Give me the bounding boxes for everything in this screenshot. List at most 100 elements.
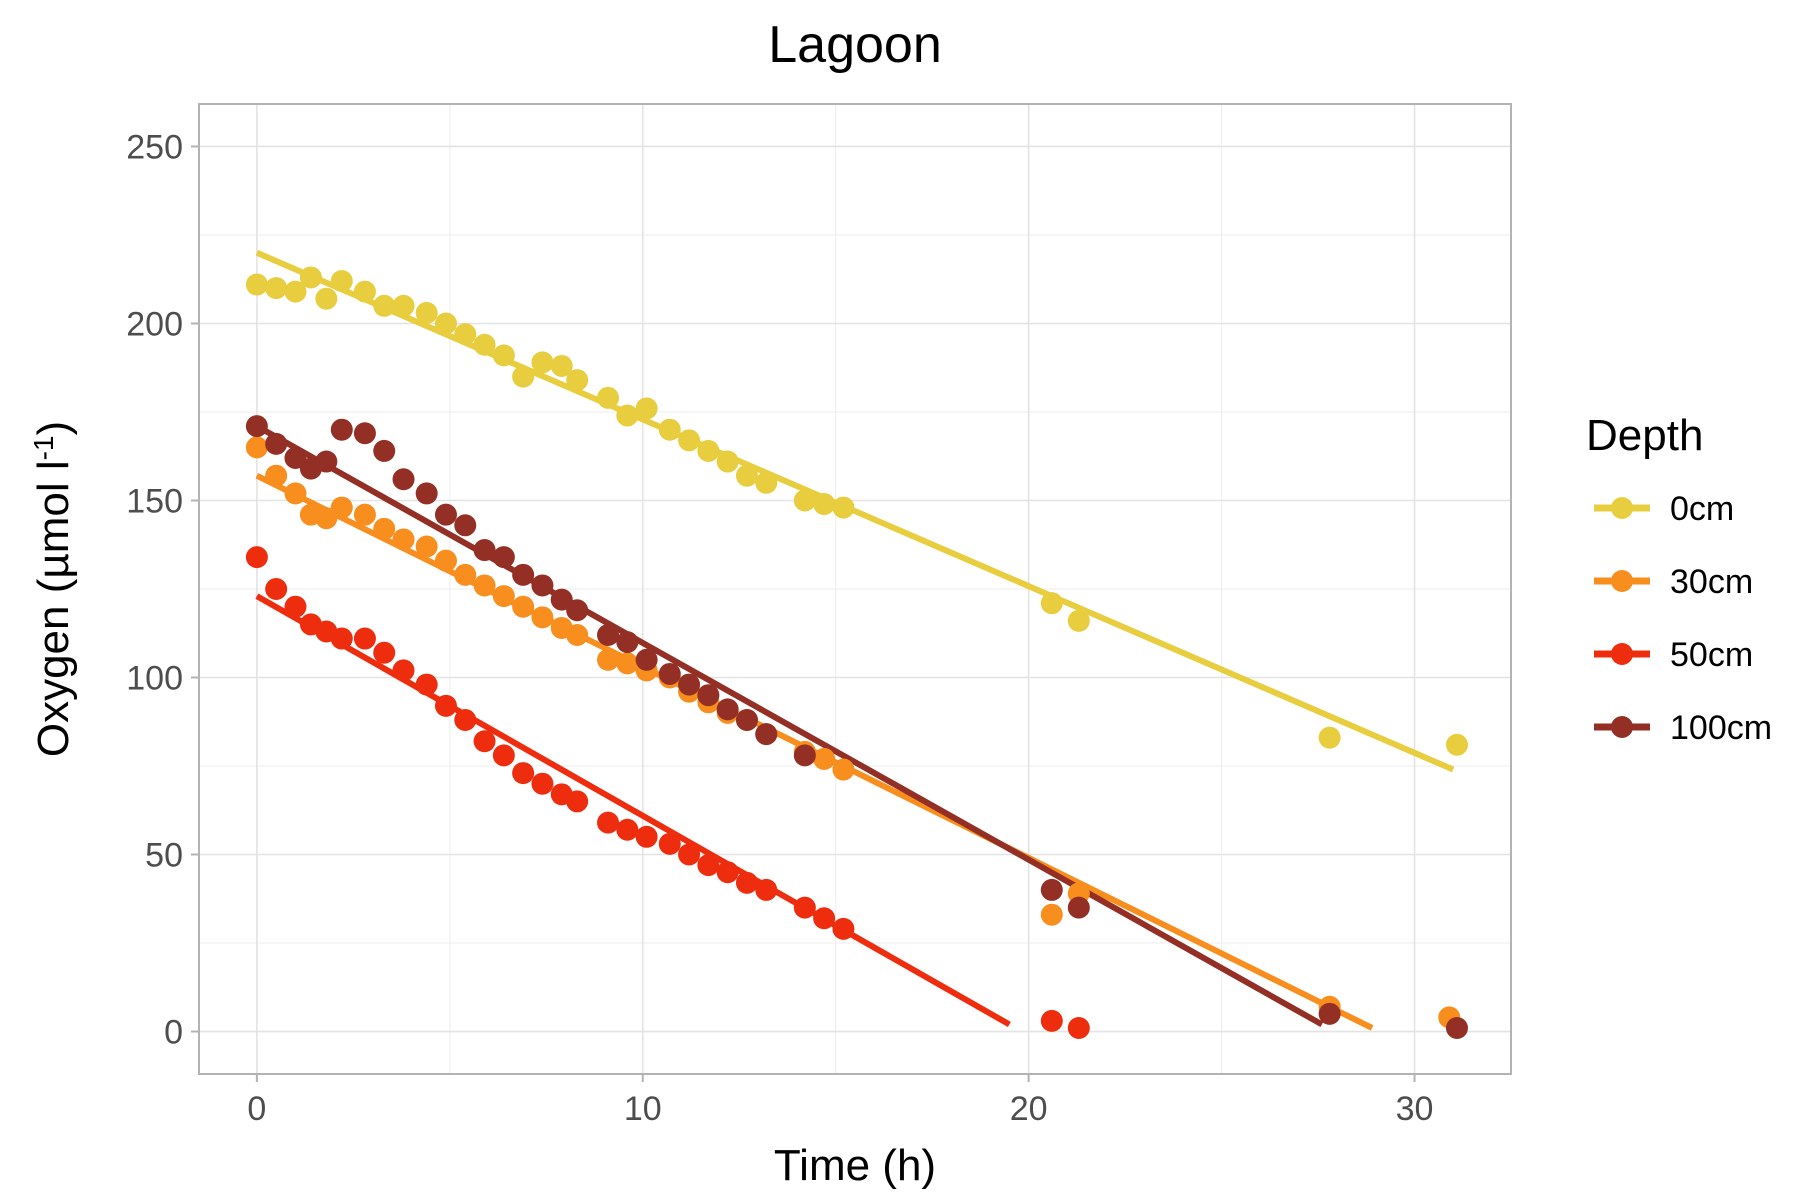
point-100cm xyxy=(284,447,307,470)
point-30cm xyxy=(597,648,620,671)
x-tick-label: 10 xyxy=(624,1090,662,1128)
point-0cm xyxy=(299,266,322,289)
point-30cm xyxy=(531,606,554,629)
y-tick-label: 200 xyxy=(126,305,183,343)
point-0cm xyxy=(832,496,855,519)
point-0cm xyxy=(454,323,477,346)
point-100cm xyxy=(566,599,589,622)
point-100cm xyxy=(597,624,620,647)
x-axis-title: Time (h) xyxy=(774,1141,936,1190)
point-50cm xyxy=(658,832,681,855)
point-0cm xyxy=(1318,726,1341,749)
point-50cm xyxy=(454,708,477,731)
point-0cm xyxy=(716,450,739,473)
point-50cm xyxy=(597,811,620,834)
point-100cm xyxy=(512,563,535,586)
point-50cm xyxy=(531,772,554,795)
legend-key-point xyxy=(1611,497,1633,519)
point-0cm xyxy=(330,270,353,293)
point-100cm xyxy=(245,415,268,438)
point-0cm xyxy=(1067,609,1090,632)
point-0cm xyxy=(392,294,415,317)
point-50cm xyxy=(716,861,739,884)
point-0cm xyxy=(635,397,658,420)
point-0cm xyxy=(415,301,438,324)
point-50cm xyxy=(330,627,353,650)
point-100cm xyxy=(315,450,338,473)
point-0cm xyxy=(1040,592,1063,615)
y-axis-title-superscript: -1 xyxy=(28,435,59,460)
point-30cm xyxy=(832,758,855,781)
point-100cm xyxy=(473,539,496,562)
point-50cm xyxy=(373,641,396,664)
legend-label: 50cm xyxy=(1670,636,1753,674)
y-axis-title: Oxygen (µmol l-1) xyxy=(28,421,79,757)
point-30cm xyxy=(392,528,415,551)
point-50cm xyxy=(434,694,457,717)
point-30cm xyxy=(353,503,376,526)
point-50cm xyxy=(566,790,589,813)
point-0cm xyxy=(597,386,620,409)
point-0cm xyxy=(284,280,307,303)
point-50cm xyxy=(473,730,496,753)
point-30cm xyxy=(454,563,477,586)
y-tick-label: 100 xyxy=(126,660,183,698)
point-30cm xyxy=(245,436,268,459)
point-100cm xyxy=(492,546,515,569)
point-30cm xyxy=(616,652,639,675)
point-50cm xyxy=(832,917,855,940)
point-0cm xyxy=(315,287,338,310)
point-0cm xyxy=(678,429,701,452)
point-100cm xyxy=(531,574,554,597)
point-30cm xyxy=(373,517,396,540)
legend: 0cm 30cm 50cm 100cm xyxy=(1594,490,1772,747)
legend-label: 30cm xyxy=(1670,563,1753,601)
point-0cm xyxy=(473,333,496,356)
y-axis-title-end: ) xyxy=(29,421,78,436)
point-100cm xyxy=(678,673,701,696)
point-0cm xyxy=(265,277,288,300)
fit-line-100cm xyxy=(255,423,1324,1028)
point-0cm xyxy=(1445,733,1468,756)
point-0cm xyxy=(813,493,836,516)
point-30cm xyxy=(813,747,836,770)
x-tick-label: 0 xyxy=(247,1090,266,1128)
point-0cm xyxy=(512,365,535,388)
point-100cm xyxy=(1445,1016,1468,1039)
point-50cm xyxy=(793,896,816,919)
data-points xyxy=(245,266,1468,1039)
point-30cm xyxy=(1040,903,1063,926)
x-tick-label: 30 xyxy=(1396,1090,1434,1128)
point-50cm xyxy=(1067,1016,1090,1039)
point-100cm xyxy=(353,422,376,445)
y-tick-label: 0 xyxy=(164,1014,183,1052)
plot-border xyxy=(198,103,1512,1075)
point-50cm xyxy=(616,818,639,841)
fit-line-50cm xyxy=(255,593,1011,1028)
point-100cm xyxy=(392,468,415,491)
point-100cm xyxy=(658,662,681,685)
point-0cm xyxy=(245,273,268,296)
point-100cm xyxy=(1040,878,1063,901)
point-100cm xyxy=(330,418,353,441)
point-100cm xyxy=(373,439,396,462)
point-100cm xyxy=(697,684,720,707)
legend-title: Depth xyxy=(1586,411,1703,460)
point-100cm xyxy=(1318,1002,1341,1025)
x-tick-label: 20 xyxy=(1010,1090,1048,1128)
point-100cm xyxy=(735,708,758,731)
point-100cm xyxy=(755,723,778,746)
point-100cm xyxy=(616,631,639,654)
point-30cm xyxy=(434,549,457,572)
point-50cm xyxy=(697,854,720,877)
point-30cm xyxy=(265,464,288,487)
point-0cm xyxy=(434,312,457,335)
point-50cm xyxy=(245,546,268,569)
point-50cm xyxy=(353,627,376,650)
point-30cm xyxy=(415,535,438,558)
point-0cm xyxy=(531,351,554,374)
point-100cm xyxy=(265,432,288,455)
point-100cm xyxy=(793,744,816,767)
point-30cm xyxy=(566,624,589,647)
